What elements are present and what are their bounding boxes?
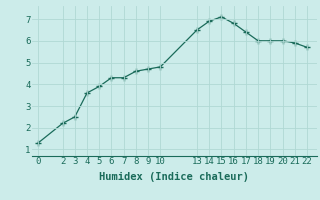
X-axis label: Humidex (Indice chaleur): Humidex (Indice chaleur) [100,172,249,182]
